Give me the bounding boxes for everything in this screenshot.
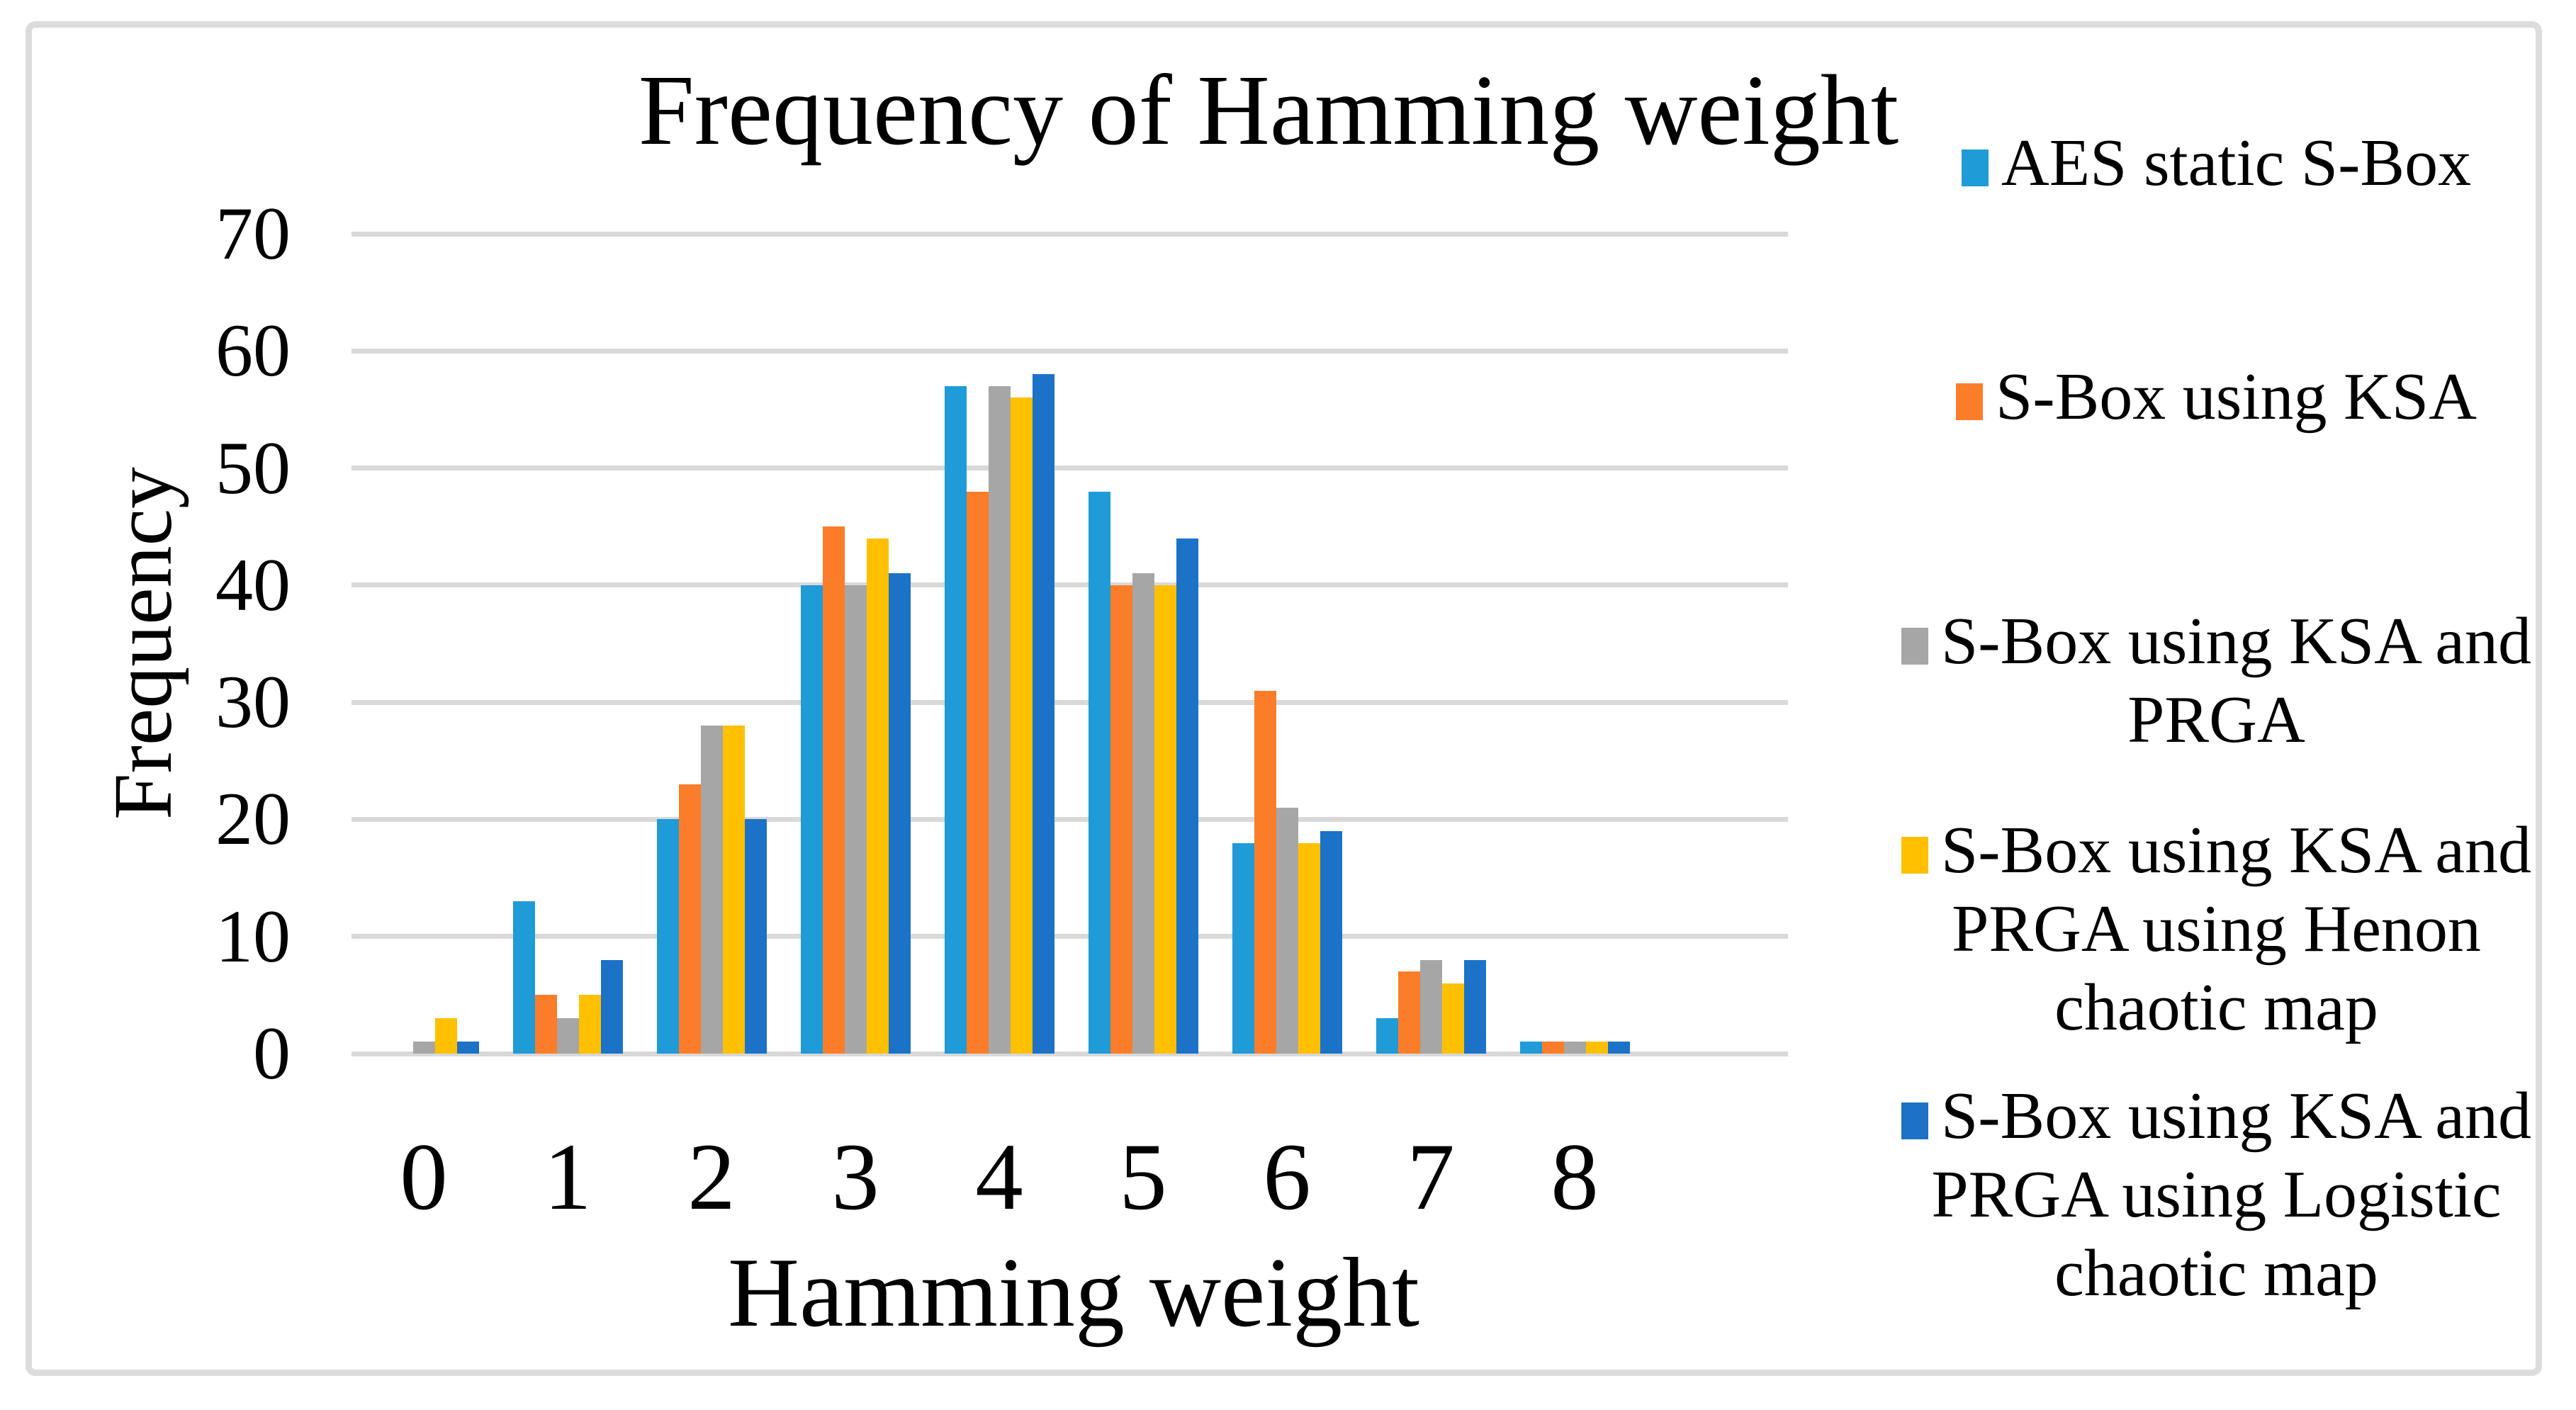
y-tick-label-0: 0 (253, 1012, 291, 1095)
legend-label: S-Box using KSA (1995, 360, 2477, 434)
x-tick-label-7: 7 (1407, 1124, 1455, 1230)
bar-6-series-2 (1276, 807, 1298, 1054)
bar-5-series-3 (1154, 585, 1176, 1054)
plot-area (351, 231, 1788, 1056)
bar-4-series-2 (988, 385, 1011, 1054)
legend-color-swatch (1961, 150, 1989, 186)
bar-6-series-0 (1232, 842, 1254, 1054)
bar-1-series-0 (512, 901, 535, 1054)
bar-3-series-0 (800, 585, 823, 1054)
gridline-y-70 (351, 231, 1788, 237)
bar-4-series-0 (944, 385, 967, 1054)
bar-0-series-3 (434, 1018, 457, 1054)
bar-1-series-2 (556, 1018, 579, 1054)
bar-8-series-0 (1519, 1042, 1542, 1054)
legend-item-0: AES static S-Box (1882, 124, 2551, 203)
x-tick-label-1: 1 (544, 1124, 592, 1230)
legend-label: S-Box using KSA and PRGA using Logistic … (1931, 1079, 2532, 1310)
gridline-y-10 (351, 934, 1788, 940)
bar-2-series-1 (678, 784, 701, 1054)
x-tick-label-8: 8 (1551, 1124, 1599, 1230)
x-axis-title: Hamming weight (728, 1238, 1419, 1348)
bar-7-series-0 (1376, 1018, 1398, 1054)
x-tick-label-2: 2 (687, 1124, 736, 1230)
legend-color-swatch (1901, 837, 1928, 874)
legend-label: S-Box using KSA and PRGA using Henon cha… (1940, 813, 2532, 1044)
y-tick-label-60: 60 (215, 309, 291, 393)
bar-8-series-2 (1563, 1042, 1586, 1054)
bar-4-series-1 (966, 491, 989, 1054)
y-tick-label-10: 10 (215, 894, 291, 978)
bar-3-series-2 (844, 585, 867, 1054)
bar-3-series-1 (822, 526, 845, 1054)
bar-8-series-1 (1541, 1042, 1564, 1054)
bar-8-series-3 (1585, 1042, 1608, 1054)
gridline-y-60 (351, 348, 1788, 354)
gridline-y-30 (351, 699, 1788, 705)
legend-color-swatch (1955, 383, 1983, 420)
bar-1-series-1 (534, 995, 557, 1054)
bar-4-series-4 (1032, 374, 1054, 1054)
bar-6-series-4 (1320, 830, 1342, 1054)
bar-7-series-3 (1441, 983, 1464, 1054)
bar-1-series-3 (578, 995, 601, 1054)
bar-7-series-2 (1419, 959, 1442, 1054)
x-tick-label-6: 6 (1263, 1124, 1311, 1230)
x-tick-label-0: 0 (400, 1124, 448, 1230)
bar-2-series-4 (744, 819, 767, 1054)
legend-item-2: S-Box using KSA and PRGA (1882, 602, 2551, 760)
x-tick-label-5: 5 (1119, 1124, 1167, 1230)
y-tick-label-30: 30 (215, 660, 291, 744)
gridline-y-40 (351, 582, 1788, 588)
bar-3-series-4 (888, 573, 911, 1054)
bar-0-series-2 (412, 1042, 435, 1054)
x-tick-label-4: 4 (975, 1124, 1023, 1230)
legend-item-1: S-Box using KSA (1882, 358, 2551, 436)
gridline-y-0 (351, 1051, 1788, 1056)
bar-6-series-1 (1254, 690, 1276, 1054)
legend-label: AES static S-Box (2001, 126, 2472, 200)
bar-5-series-0 (1088, 491, 1110, 1054)
bar-0-series-4 (456, 1042, 479, 1054)
legend-color-swatch (1901, 1102, 1928, 1139)
legend-label: S-Box using KSA and PRGA (1940, 604, 2532, 757)
bar-4-series-3 (1010, 397, 1033, 1054)
legend-item-3: S-Box using KSA and PRGA using Henon cha… (1882, 811, 2551, 1047)
bar-6-series-3 (1298, 842, 1320, 1054)
bar-7-series-4 (1463, 959, 1486, 1054)
bar-5-series-4 (1176, 538, 1198, 1054)
y-tick-label-20: 20 (215, 777, 291, 861)
chart-title: Frequency of Hamming weight (638, 54, 1899, 166)
bar-5-series-1 (1110, 585, 1132, 1054)
y-tick-label-50: 50 (215, 426, 291, 509)
y-tick-label-70: 70 (215, 192, 291, 275)
bar-1-series-4 (600, 959, 623, 1054)
chart-legend: AES static S-Box S-Box using KSA S-Box usi… (1882, 117, 2551, 1321)
legend-color-swatch (1901, 628, 1928, 665)
bar-7-series-1 (1397, 971, 1420, 1054)
bar-5-series-2 (1132, 573, 1154, 1054)
bar-2-series-2 (700, 726, 723, 1054)
bar-2-series-3 (722, 726, 745, 1054)
bar-3-series-3 (866, 538, 889, 1054)
y-tick-label-40: 40 (215, 543, 291, 626)
bar-8-series-4 (1607, 1042, 1630, 1054)
figure-border (26, 21, 2542, 1376)
gridline-y-20 (351, 816, 1788, 822)
bar-2-series-0 (656, 819, 679, 1054)
legend-item-4: S-Box using KSA and PRGA using Logistic … (1882, 1077, 2551, 1313)
x-tick-label-3: 3 (831, 1124, 879, 1230)
gridline-y-50 (351, 466, 1788, 471)
